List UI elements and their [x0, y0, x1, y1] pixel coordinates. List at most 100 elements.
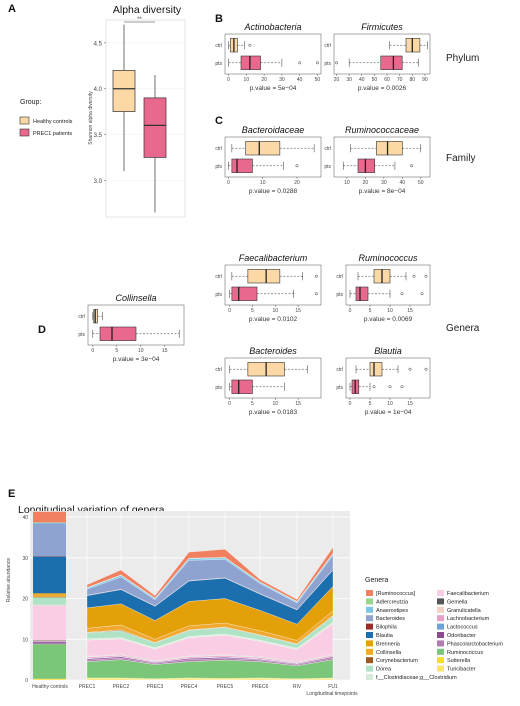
area-series	[86, 546, 334, 602]
genera-legend-label: Phascolarctobacterium	[447, 641, 503, 647]
boxplot-box	[240, 55, 261, 70]
boxplot-group-label: pts	[324, 164, 331, 170]
genera-legend-swatch	[366, 632, 373, 638]
genera-legend-label: Anaerostipes	[376, 608, 408, 614]
boxplot-pvalue: p.value = 0.0288	[249, 188, 298, 195]
boxplot-d2: Ruminococcus 0 5 10 15 ctrl pts p.value = 0.006…	[336, 253, 431, 323]
area-tick-label: 30	[22, 556, 28, 562]
alpha-ylabel: Shannon alpha diversity	[88, 91, 94, 145]
alpha-box	[112, 70, 136, 112]
panel-letter-a: A	[8, 3, 16, 15]
boxplot-group-label: pts	[215, 292, 222, 298]
boxplot-b2: Firmicutes 20 30 40 50 60 70 80 90 ctrl pts p.value…	[324, 22, 431, 92]
boxplot-group-label: pts	[215, 61, 222, 67]
boxplot-tick-label: 0	[227, 77, 230, 83]
area-category-label: RIV	[293, 684, 302, 690]
boxplot-tick-label: 10	[387, 401, 393, 407]
boxplot-group-label: ctrl	[336, 367, 343, 373]
boxplot-tick-label: 5	[251, 401, 254, 407]
area-ylabel: Relative abundance	[6, 558, 12, 602]
boxplot-d0: Collinsella 0 5 10 15 ctrl pts p.value = 3e−04	[78, 293, 185, 363]
label-genera: Genera	[446, 323, 480, 334]
boxplot-outlier	[314, 274, 318, 278]
area-category-label: PREC2	[113, 684, 130, 690]
boxplot-outlier	[420, 292, 424, 296]
genera-legend-swatch	[366, 598, 373, 605]
boxplot-box	[380, 55, 403, 70]
boxplot-box	[376, 141, 403, 156]
genera-legend-swatch	[437, 632, 444, 638]
boxplot-tick-label: 40	[400, 180, 406, 186]
boxplot-d4: Blautia 0 5 10 15 ctrl pts p.value = 1e−04	[336, 346, 431, 416]
genera-legend-label: Brenneria	[376, 641, 401, 647]
boxplot-tick-label: 60	[384, 77, 390, 83]
boxplot-tick-label: 10	[387, 308, 393, 314]
boxplot-tick-label: 10	[273, 401, 279, 407]
area-category-label: PREC1	[79, 684, 96, 690]
boxplot-title: Faecalibacterium	[239, 253, 308, 263]
area-category-label: PREC4	[181, 684, 198, 690]
genera-legend-swatch	[366, 665, 373, 672]
boxplot-tick-label: 90	[422, 77, 428, 83]
area-healthy-segment	[33, 679, 66, 680]
genera-legend-label: Corynebacterium	[376, 658, 418, 664]
boxplot-pvalue: p.value = 8e−04	[359, 188, 406, 195]
boxplot-tick-label: 15	[407, 308, 413, 314]
boxplot-title: Bacteroidaceae	[242, 125, 305, 135]
panel-letter-d: D	[38, 324, 46, 336]
genera-legend-label: Ruminococcus	[447, 650, 483, 656]
boxplot-outlier	[388, 385, 392, 389]
boxplot-box	[99, 326, 137, 341]
area-category-label: FU1	[328, 684, 338, 690]
panel-letter-e: E	[8, 488, 15, 500]
boxplot-pvalue: p.value = 0.0069	[364, 316, 413, 323]
boxplot-c2: Ruminococcaceae 10 20 30 40 50 ctrl pts p.value …	[324, 125, 431, 195]
boxplot-tick-label: 20	[334, 77, 340, 83]
legend-swatch-healthy	[19, 116, 30, 125]
genera-legend-label: Sutterella	[447, 658, 471, 664]
area-healthy-segment	[33, 640, 66, 642]
boxplot-tick-label: 5	[369, 308, 372, 314]
area-healthy-segment	[33, 556, 66, 594]
boxplot-tick-label: 0	[228, 401, 231, 407]
boxplot-title: Ruminococcaceae	[345, 125, 419, 135]
area-tick-label: 40	[22, 515, 28, 521]
boxplot-tick-label: 40	[359, 77, 365, 83]
genera-legend-label: Odoribacter	[447, 633, 476, 639]
boxplot-tick-label: 0	[91, 348, 94, 354]
boxplot-tick-label: 0	[228, 308, 231, 314]
boxplot-box	[245, 141, 281, 156]
boxplot-group-label: pts	[324, 61, 331, 67]
genera-legend-swatch	[437, 640, 444, 647]
alpha-tick-label: 3.0	[94, 179, 103, 185]
boxplot-group-label: pts	[336, 292, 343, 298]
area-healthy-segment	[33, 594, 66, 597]
genera-legend-swatch	[437, 606, 444, 613]
boxplot-outlier	[314, 292, 318, 296]
area-healthy-segment	[33, 597, 66, 605]
label-phylum: Phylum	[446, 53, 479, 64]
boxplot-group-label: ctrl	[215, 146, 222, 152]
boxplot-tick-label: 50	[315, 77, 321, 83]
boxplot-tick-label: 30	[279, 77, 285, 83]
boxplot-tick-label: 80	[410, 77, 416, 83]
panel-letter-c: C	[215, 115, 223, 127]
area-healthy-segment	[33, 642, 66, 645]
boxplot-tick-label: 10	[138, 348, 144, 354]
boxplot-title: Blautia	[374, 346, 402, 356]
boxplot-tick-label: 20	[261, 77, 267, 83]
genera-legend-label: Bilophila	[376, 625, 398, 631]
boxplot-pvalue: p.value = 0.0183	[249, 409, 298, 416]
panel-letter-b: B	[215, 13, 223, 25]
alpha-tick-label: 4.0	[94, 87, 103, 93]
boxplot-frame	[345, 357, 431, 399]
area-category-label: Healthy controls	[32, 684, 68, 690]
boxplot-group-label: ctrl	[336, 274, 343, 280]
boxplot-title: Bacteroides	[249, 346, 297, 356]
boxplot-tick-label: 40	[297, 77, 303, 83]
area-healthy-segment	[33, 523, 66, 557]
boxplot-tick-label: 5	[369, 401, 372, 407]
genera-legend-label: Turicibacter	[447, 667, 476, 673]
boxplot-tick-label: 70	[397, 77, 403, 83]
boxplot-title: Collinsella	[115, 293, 156, 303]
